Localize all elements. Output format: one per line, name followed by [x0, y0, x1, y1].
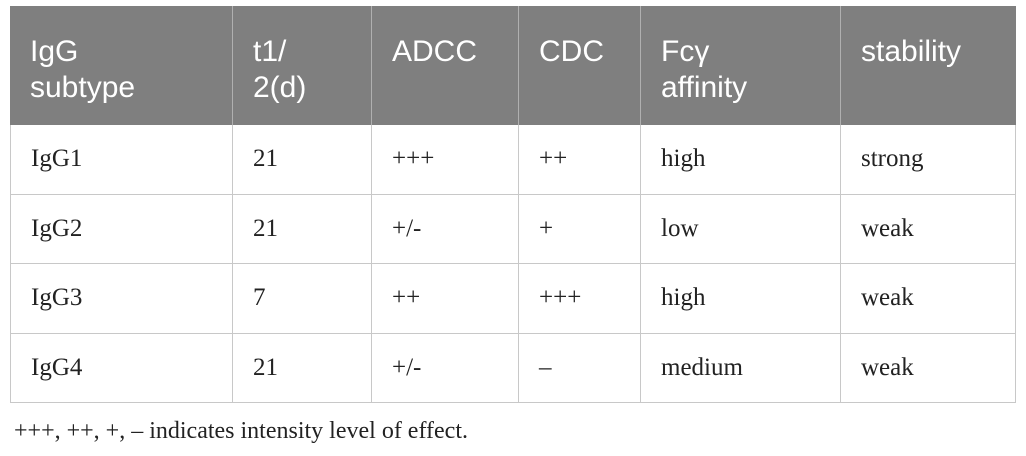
- header-cell: Fcγ affinity: [641, 6, 841, 125]
- footnote: +++, ++, +, – indicates intensity level …: [14, 418, 468, 444]
- header-text: 2(d): [253, 71, 307, 104]
- table-cell: IgG3: [10, 264, 233, 334]
- header-text: subtype: [30, 71, 136, 104]
- table-cell: high: [641, 264, 841, 334]
- header-text: CDC: [539, 35, 604, 68]
- table-cell: +++: [519, 264, 641, 334]
- header-cell: IgG subtype: [10, 6, 233, 125]
- table-cell: +/-: [372, 333, 519, 403]
- header-text: ADCC: [392, 35, 478, 68]
- table-cell: +: [519, 194, 641, 264]
- header-text: Fcγ: [661, 35, 710, 68]
- header-text: IgG: [30, 35, 79, 68]
- table-cell: medium: [641, 333, 841, 403]
- table-cell: weak: [841, 333, 1016, 403]
- header-text: affinity: [661, 71, 748, 104]
- table-cell: ++: [519, 125, 641, 195]
- table-cell: +/-: [372, 194, 519, 264]
- header-cell: t1/2(d): [233, 6, 372, 125]
- header-text: stability: [861, 35, 962, 68]
- table-cell: 7: [233, 264, 372, 334]
- table-cell: 21: [233, 333, 372, 403]
- table-cell: IgG2: [10, 194, 233, 264]
- header-cell: CDC: [519, 6, 641, 125]
- table-cell: weak: [841, 264, 1016, 334]
- table-cell: IgG1: [10, 125, 233, 195]
- table-cell: 21: [233, 125, 372, 195]
- header-cell: stability: [841, 6, 1016, 125]
- header-text: t1/: [253, 35, 287, 68]
- header-cell: ADCC: [372, 6, 519, 125]
- table-cell: 21: [233, 194, 372, 264]
- table-cell: low: [641, 194, 841, 264]
- table-cell: ++: [372, 264, 519, 334]
- table-cell: –: [519, 333, 641, 403]
- table-cell: high: [641, 125, 841, 195]
- table-cell: +++: [372, 125, 519, 195]
- table-cell: weak: [841, 194, 1016, 264]
- table-cell: strong: [841, 125, 1016, 195]
- table-cell: IgG4: [10, 333, 233, 403]
